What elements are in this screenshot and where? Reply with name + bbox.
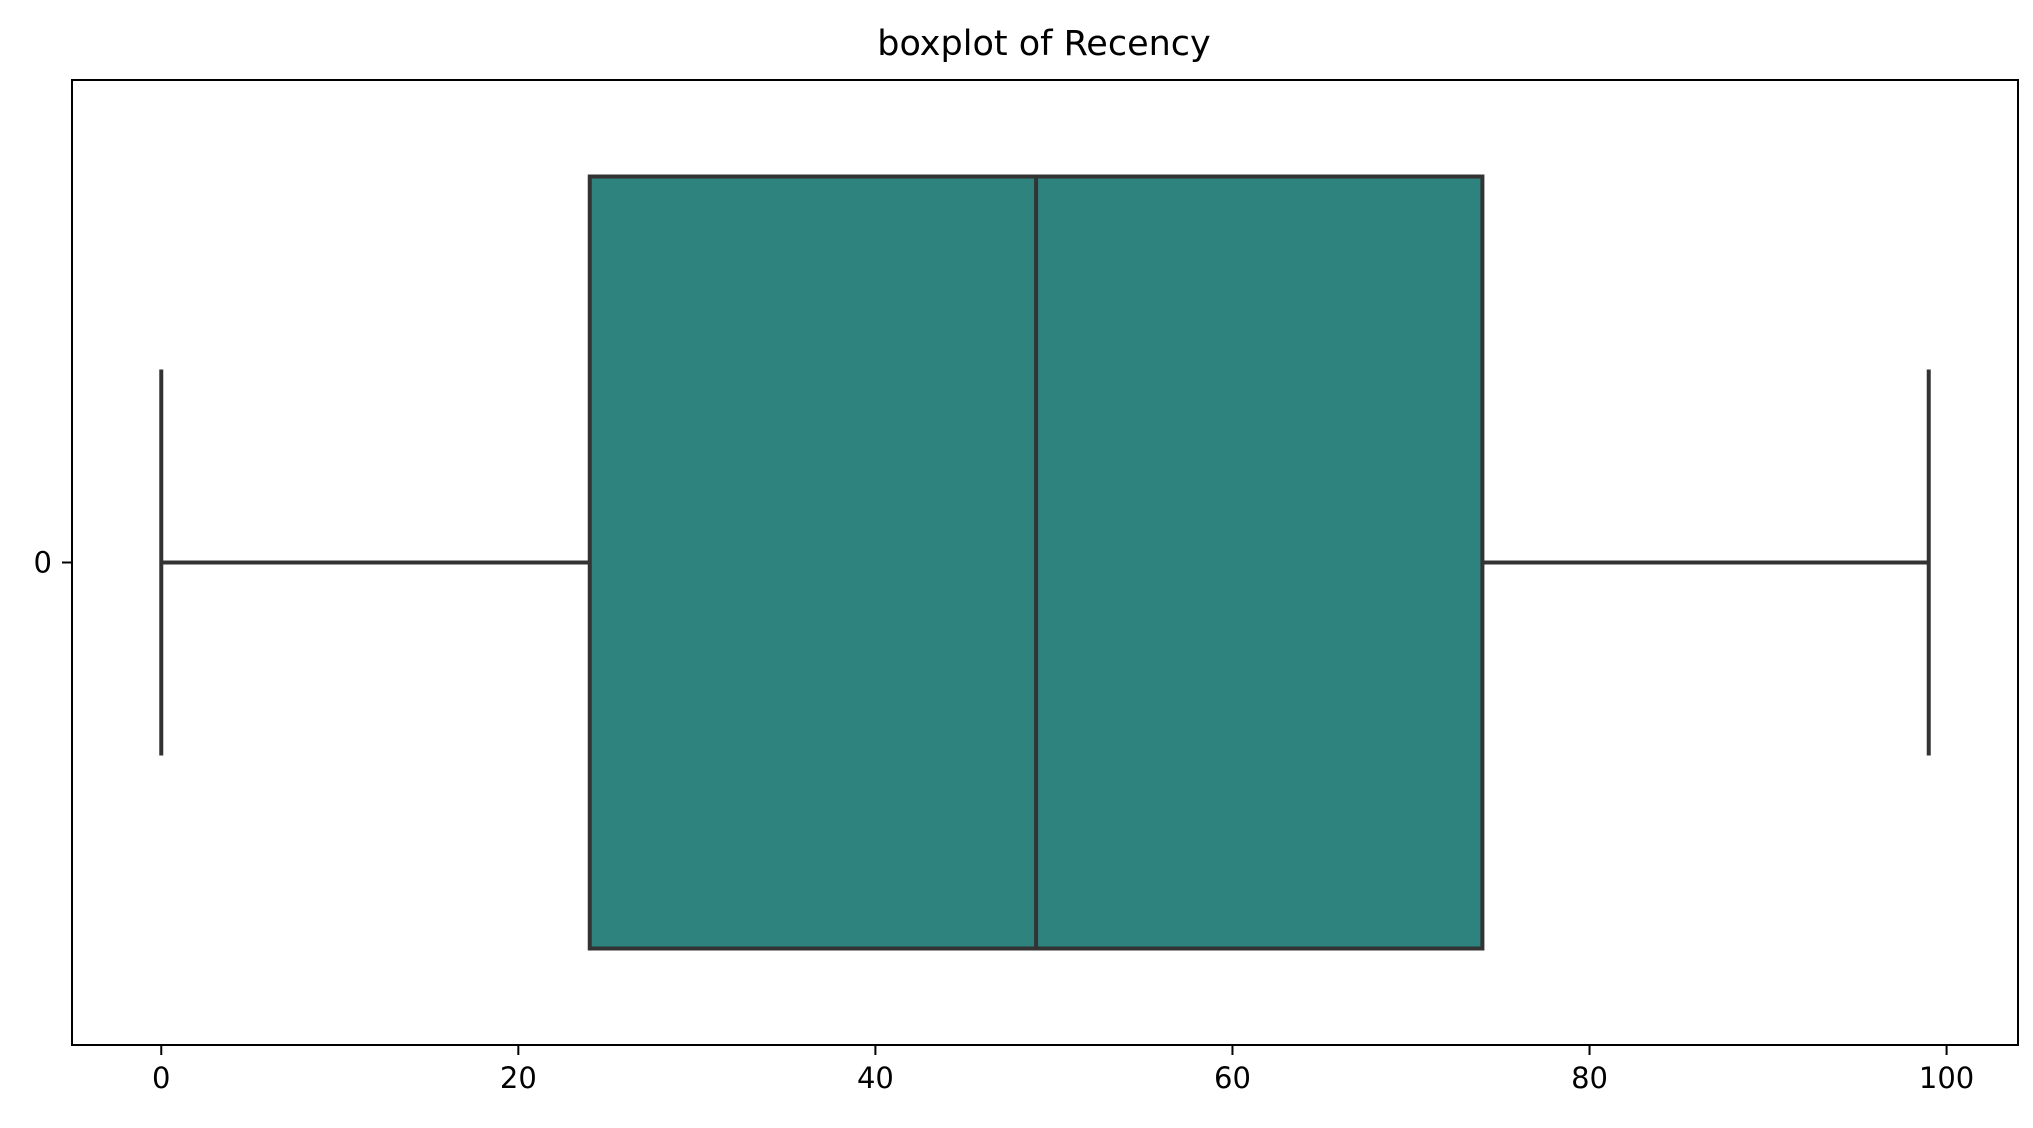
chart-title: boxplot of Recency bbox=[877, 24, 1211, 64]
x-tick-label: 20 bbox=[500, 1061, 537, 1095]
x-tick-label: 80 bbox=[1571, 1061, 1608, 1095]
plot-frame bbox=[71, 79, 2019, 1046]
x-tick-label: 0 bbox=[152, 1061, 170, 1095]
x-tick-label: 100 bbox=[1919, 1061, 1974, 1095]
x-tick-label: 40 bbox=[857, 1061, 894, 1095]
x-tick-label: 60 bbox=[1214, 1061, 1251, 1095]
y-tick-label: 0 bbox=[34, 546, 52, 580]
